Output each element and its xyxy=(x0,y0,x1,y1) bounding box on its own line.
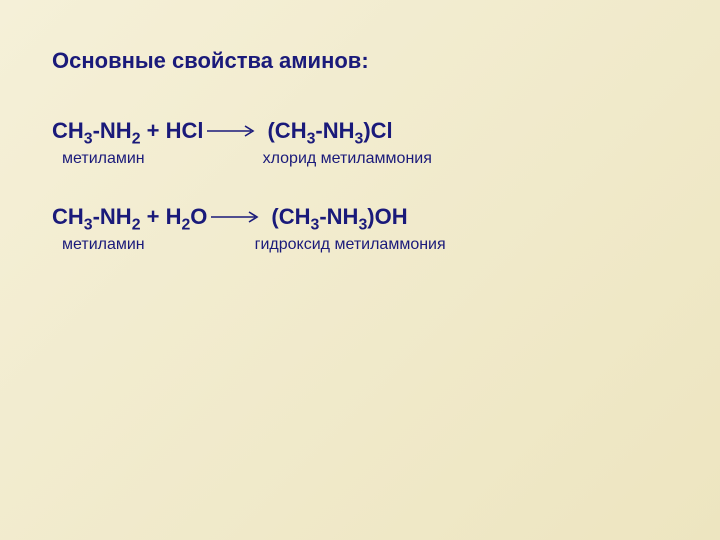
reaction-2: CH3-NH2 + H2O (CH3-NH3)OH метиламин гидр… xyxy=(52,204,668,254)
reaction-1-product: (CH3-NH3)Cl xyxy=(267,118,392,144)
reaction-2-labels: метиламин гидроксид метиламмония xyxy=(52,236,668,254)
reaction-1-labels: метиламин хлорид метиламмония xyxy=(52,150,668,168)
page-title: Основные свойства аминов: xyxy=(52,48,668,74)
reaction-2-label-right: гидроксид метиламмония xyxy=(255,236,446,254)
reaction-1-label-right: хлорид метиламмония xyxy=(263,150,432,168)
reaction-1-reactant: CH3-NH2 + HCl xyxy=(52,118,203,144)
reaction-2-label-left: метиламин xyxy=(62,236,145,254)
arrow-icon xyxy=(207,124,259,138)
reaction-1-label-left: метиламин xyxy=(62,150,145,168)
reaction-2-reactant: CH3-NH2 + H2O xyxy=(52,204,207,230)
arrow-icon xyxy=(211,210,263,224)
reaction-1: CH3-NH2 + HCl (CH3-NH3)Cl метиламин хлор… xyxy=(52,118,668,168)
reaction-1-equation: CH3-NH2 + HCl (CH3-NH3)Cl xyxy=(52,118,668,144)
reaction-2-product: (CH3-NH3)OH xyxy=(271,204,407,230)
reaction-2-equation: CH3-NH2 + H2O (CH3-NH3)OH xyxy=(52,204,668,230)
